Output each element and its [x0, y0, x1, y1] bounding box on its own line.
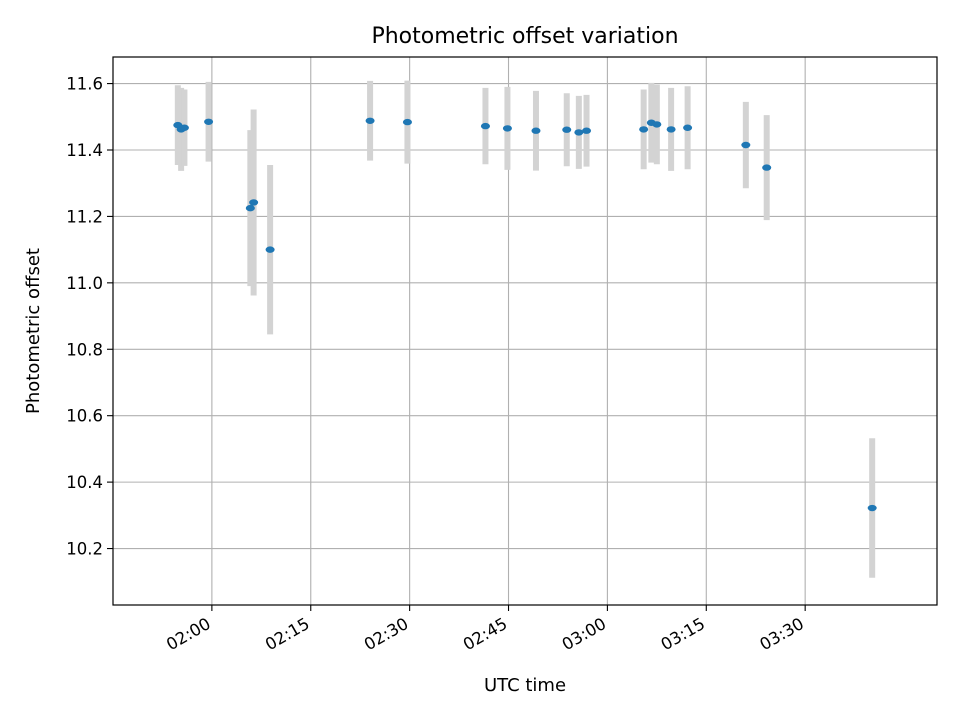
data-point — [402, 118, 412, 126]
data-point — [531, 127, 541, 134]
y-tick-label: 11.0 — [66, 274, 103, 293]
data-point — [867, 504, 877, 512]
data-point — [179, 124, 189, 131]
data-point — [574, 129, 584, 136]
y-tick-label: 10.6 — [66, 407, 103, 426]
chart-title: Photometric offset variation — [371, 24, 678, 49]
y-tick-label: 10.2 — [66, 540, 103, 559]
data-point — [683, 124, 693, 131]
y-tick-label: 11.4 — [66, 141, 103, 160]
data-point — [265, 246, 275, 253]
y-axis-label: Photometric offset — [23, 248, 44, 414]
data-point — [652, 121, 662, 128]
plot-area-frame — [112, 56, 938, 606]
data-point — [245, 204, 255, 212]
data-point — [741, 141, 751, 149]
data-point — [582, 127, 592, 134]
data-point — [562, 126, 572, 133]
y-axis-ticks: 10.2 10.4 10.6 10.8 11.0 11.2 11.4 11.6 — [66, 75, 113, 559]
data-point — [502, 125, 512, 132]
data-point — [365, 117, 375, 124]
data-points — [173, 117, 877, 512]
y-tick-label: 10.8 — [66, 340, 103, 359]
data-point — [639, 126, 649, 133]
data-point — [666, 126, 676, 133]
y-tick-label: 10.4 — [66, 473, 103, 492]
data-point — [204, 118, 214, 125]
data-point — [762, 164, 772, 171]
y-tick-label: 11.6 — [66, 75, 103, 94]
x-axis-label: UTC time — [484, 675, 566, 696]
data-point — [480, 122, 490, 130]
data-point — [249, 199, 259, 206]
y-tick-label: 11.2 — [66, 207, 103, 226]
